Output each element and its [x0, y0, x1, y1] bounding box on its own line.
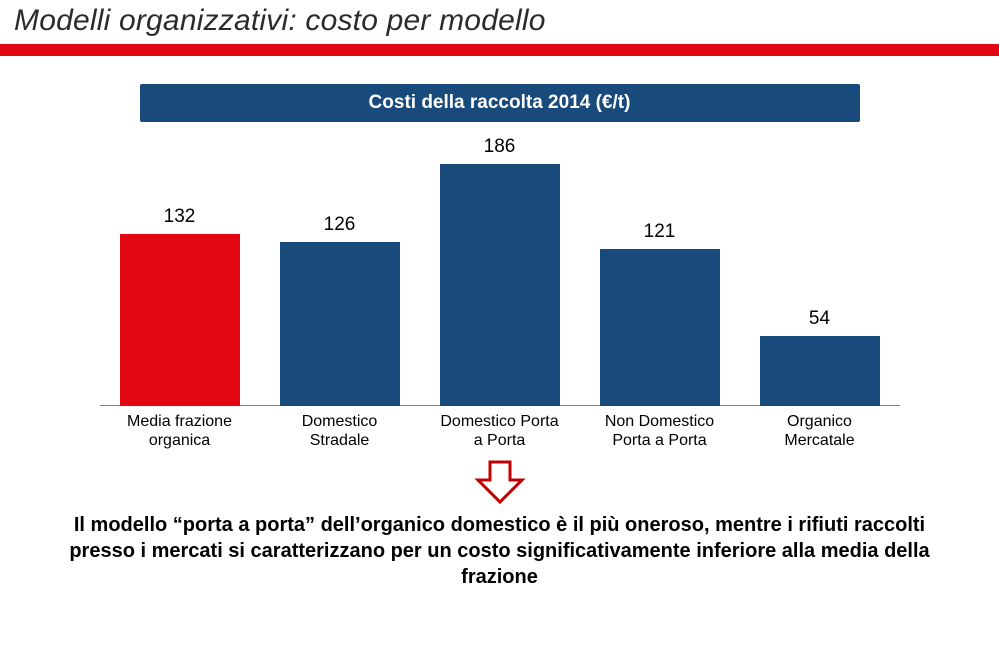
bar-value-label: 186 [420, 136, 580, 158]
category-label: Media frazioneorganica [100, 412, 260, 450]
bar-value-label: 54 [740, 308, 900, 330]
bar [600, 249, 720, 406]
conclusion-text: Il modello “porta a porta” dell’organico… [60, 512, 939, 590]
category-label: OrganicoMercatale [740, 412, 900, 450]
chart-title: Costi della raccolta 2014 (€/t) [369, 92, 631, 114]
bar-value-label: 121 [580, 221, 740, 243]
bar-value-label: 126 [260, 214, 420, 236]
bar [760, 336, 880, 406]
slide: Modelli organizzativi: costo per modello… [0, 0, 999, 652]
category-label: Domestico Portaa Porta [420, 412, 580, 450]
chart-category-labels: Media frazioneorganicaDomesticoStradaleD… [100, 406, 900, 452]
chart: 13212618612154 Media frazioneorganicaDom… [100, 146, 900, 452]
chart-plot-area: 13212618612154 [100, 146, 900, 406]
bar [120, 234, 240, 406]
page-title: Modelli organizzativi: costo per modello [14, 4, 999, 38]
down-arrow-wrap [0, 458, 999, 506]
chart-title-band: Costi della raccolta 2014 (€/t) [140, 84, 860, 122]
category-label: Non DomesticoPorta a Porta [580, 412, 740, 450]
bar [280, 242, 400, 406]
bar-value-label: 132 [100, 206, 260, 228]
category-label: DomesticoStradale [260, 412, 420, 450]
title-underline [0, 44, 999, 56]
down-arrow-icon [472, 458, 528, 506]
bar [440, 164, 560, 406]
